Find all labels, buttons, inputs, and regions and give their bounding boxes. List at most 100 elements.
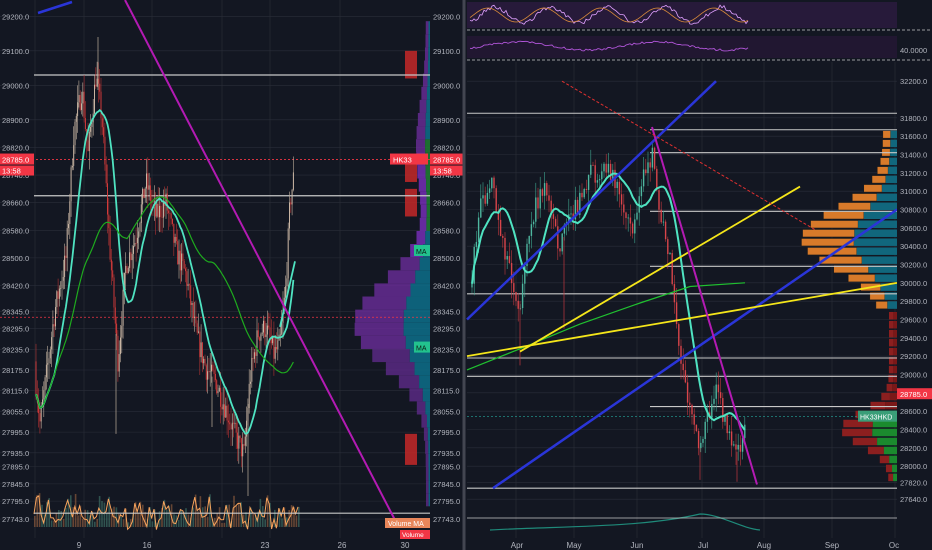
time-axis-label[interactable]: Aug bbox=[757, 541, 771, 550]
profile-bin-teal bbox=[880, 283, 897, 291]
volume-bar bbox=[120, 516, 122, 527]
volume-bar bbox=[161, 508, 163, 527]
oscillator-pane-1[interactable] bbox=[467, 2, 897, 28]
volume-bar bbox=[151, 521, 154, 527]
candle-body bbox=[142, 188, 144, 205]
right-oscillator-panes[interactable]: 40.0000 bbox=[467, 2, 932, 61]
profile-bin-green bbox=[883, 446, 897, 455]
profile-bin-red bbox=[889, 329, 894, 338]
time-axis-label[interactable]: 16 bbox=[143, 541, 152, 550]
profile-bin-down bbox=[398, 375, 420, 389]
trend-line-blue-upper[interactable] bbox=[466, 80, 717, 321]
time-axis-label[interactable]: May bbox=[566, 541, 581, 550]
profile-bin-down bbox=[416, 230, 426, 245]
candle-body bbox=[276, 347, 277, 350]
profile-bin-green bbox=[893, 320, 897, 329]
trend-line-yellow-upper[interactable] bbox=[519, 185, 801, 353]
trend-line-magenta[interactable] bbox=[124, 0, 396, 521]
right-drawings[interactable] bbox=[466, 80, 898, 490]
price-axis-label: 31400.0 bbox=[900, 151, 927, 160]
candle-body bbox=[55, 307, 56, 327]
profile-bin-orange bbox=[863, 184, 883, 193]
candle-body bbox=[73, 145, 75, 166]
candle-body bbox=[735, 444, 737, 450]
time-axis-label[interactable]: 9 bbox=[77, 541, 82, 550]
left-last-price-text: 28785.0 bbox=[2, 156, 29, 165]
time-axis-label[interactable]: Apr bbox=[511, 541, 524, 550]
candle-body bbox=[682, 363, 684, 371]
profile-bin-up bbox=[426, 178, 430, 192]
volume-ma-tag-text: Volume MA bbox=[388, 521, 424, 528]
left-chart-panel[interactable]: 29200.0 29200.0 29100.0 29100.0 29000.0 29000… bbox=[0, 0, 464, 550]
ma-tag-2-text: MA bbox=[416, 346, 427, 353]
left-horizontal-levels[interactable] bbox=[0, 74, 430, 514]
oscillator-pane-2[interactable] bbox=[467, 36, 897, 58]
trend-line-magenta[interactable] bbox=[651, 126, 758, 485]
profile-bin-sell bbox=[405, 433, 417, 465]
profile-bin-red bbox=[881, 392, 890, 401]
candle-body bbox=[574, 199, 577, 220]
time-axis-label[interactable]: Jul bbox=[698, 541, 708, 550]
profile-bin-up bbox=[426, 99, 430, 113]
right-chart-panel[interactable]: 40.0000 32200.0 31800.0 31600.0 31400.0 3120… bbox=[466, 0, 932, 550]
left-price-axis[interactable]: 29200.0 29200.0 29100.0 29100.0 29000.0 29000… bbox=[0, 0, 464, 540]
right-price-axis[interactable]: 32200.0 31800.0 31600.0 31400.0 31200.0 31000… bbox=[897, 62, 932, 540]
left-indicator-lines bbox=[35, 109, 296, 435]
volume-bar bbox=[298, 506, 300, 527]
left-price-scale-label: 28580.0 bbox=[2, 226, 29, 235]
time-axis-label[interactable]: 23 bbox=[261, 541, 270, 550]
profile-bin-up bbox=[419, 257, 430, 271]
candle-body bbox=[519, 308, 522, 309]
candle-body bbox=[230, 424, 232, 430]
candle-body bbox=[739, 444, 742, 452]
trend-line-blue[interactable] bbox=[37, 0, 73, 15]
right-time-axis[interactable]: Apr May Jun Jul Aug Sep Oc bbox=[467, 538, 932, 550]
candle-body bbox=[671, 253, 673, 285]
time-axis-label[interactable]: Oc bbox=[889, 541, 899, 550]
price-axis-label: 29600.0 bbox=[900, 316, 927, 325]
candle-body bbox=[526, 243, 528, 267]
volume-bar bbox=[53, 520, 55, 527]
profile-bin-orange bbox=[852, 193, 878, 202]
time-axis-label[interactable]: Jun bbox=[631, 541, 644, 550]
candle-body bbox=[629, 217, 632, 224]
profile-bin-teal bbox=[890, 139, 897, 148]
time-axis-label[interactable]: 26 bbox=[338, 541, 347, 550]
price-axis-label: 28345.0 bbox=[433, 307, 460, 316]
candle-body bbox=[486, 192, 489, 204]
volume-bar bbox=[98, 496, 101, 527]
candle-body bbox=[513, 283, 515, 293]
profile-bin-orange bbox=[880, 157, 890, 166]
volume-bar bbox=[79, 505, 82, 527]
left-time-axis[interactable]: 9 16 23 26 30 bbox=[0, 538, 464, 550]
profile-bin-red bbox=[885, 464, 893, 473]
price-axis-label: 28400.0 bbox=[900, 426, 927, 435]
candle-body bbox=[704, 421, 706, 440]
candle-body bbox=[195, 316, 197, 324]
candle-body bbox=[66, 228, 68, 258]
time-axis-label[interactable]: Sep bbox=[825, 541, 840, 550]
candle-body bbox=[594, 165, 596, 183]
candle-body bbox=[123, 273, 125, 290]
trend-line-red[interactable] bbox=[561, 80, 816, 231]
candle-body bbox=[207, 371, 209, 380]
profile-bin-up bbox=[427, 73, 430, 87]
left-price-scale-label: 27995.0 bbox=[2, 428, 29, 437]
left-price-scale-label: 28420.0 bbox=[2, 281, 29, 290]
volume-bar bbox=[194, 494, 197, 527]
left-drawings[interactable] bbox=[37, 0, 396, 521]
candle-body bbox=[68, 223, 69, 229]
candle-body bbox=[713, 398, 715, 404]
candle-body bbox=[100, 91, 102, 119]
candle-body bbox=[605, 163, 607, 173]
trend-line-yellow-lower[interactable] bbox=[466, 281, 898, 358]
price-axis-label: 28600.0 bbox=[900, 407, 927, 416]
time-axis-label[interactable]: 30 bbox=[401, 541, 410, 550]
candle-body bbox=[251, 357, 253, 382]
profile-bin-up bbox=[428, 440, 430, 454]
trend-line-blue-lower[interactable] bbox=[492, 208, 898, 490]
volume-bar bbox=[55, 513, 58, 527]
candle-body bbox=[691, 404, 693, 415]
profile-bin-teal bbox=[868, 265, 897, 273]
